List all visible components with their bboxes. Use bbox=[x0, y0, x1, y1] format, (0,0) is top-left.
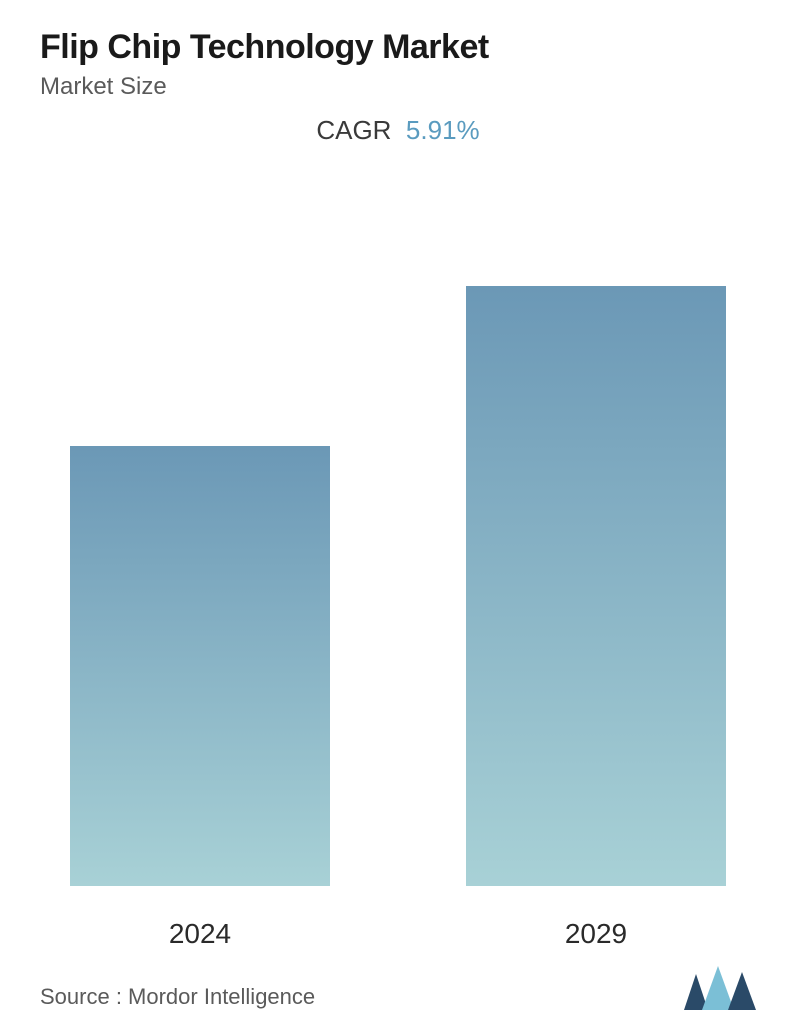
chart-plot-area: 2024 2029 bbox=[40, 186, 756, 958]
bar-column bbox=[70, 446, 330, 886]
bar-2029 bbox=[466, 286, 726, 886]
xaxis-label: 2029 bbox=[466, 918, 726, 950]
xaxis-label: 2024 bbox=[70, 918, 330, 950]
logo-icon bbox=[684, 966, 756, 1010]
chart-subtitle: Market Size bbox=[40, 73, 756, 101]
chart-footer: Source : Mordor Intelligence bbox=[40, 966, 756, 1010]
source-text: Source : Mordor Intelligence bbox=[40, 984, 315, 1010]
chart-container: Flip Chip Technology Market Market Size … bbox=[0, 0, 796, 1034]
bar-2024 bbox=[70, 446, 330, 886]
bar-column bbox=[466, 286, 726, 886]
xaxis-labels: 2024 2029 bbox=[40, 918, 756, 950]
cagr-label: CAGR bbox=[316, 115, 391, 145]
brand-logo bbox=[684, 966, 756, 1010]
chart-title: Flip Chip Technology Market bbox=[40, 28, 756, 67]
bars-wrap bbox=[40, 186, 756, 886]
cagr-row: CAGR 5.91% bbox=[40, 115, 756, 146]
cagr-value: 5.91% bbox=[406, 115, 480, 145]
